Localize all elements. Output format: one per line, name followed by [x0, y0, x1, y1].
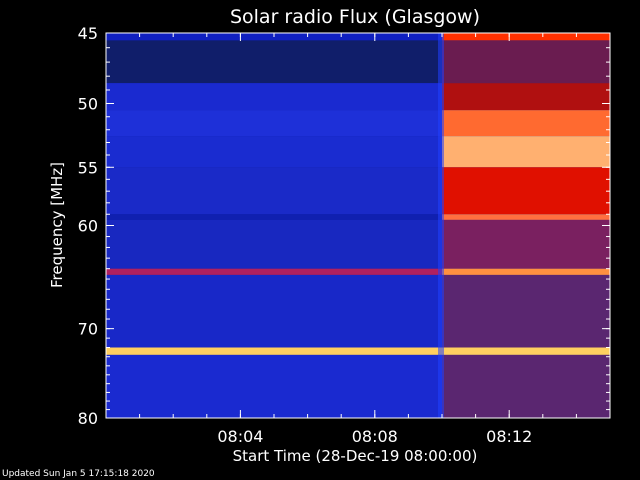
y-tick-label-0: 45	[78, 24, 98, 43]
band-before-3	[106, 110, 442, 137]
band-after-11	[442, 354, 610, 418]
burst-onset-edge	[438, 33, 444, 418]
band-before-6	[106, 214, 442, 220]
band-before-5	[106, 167, 442, 215]
x-tick-label-0: 08:04	[217, 427, 263, 446]
band-after-9	[442, 274, 610, 348]
band-before-7	[106, 219, 442, 269]
y-tick-label-4: 70	[78, 320, 98, 339]
axes: 45 50 55 60 70 80 08:04 08:08 08:12	[78, 24, 611, 446]
y-axis-label: Frequency [MHz]	[48, 162, 66, 288]
x-tick-label-1: 08:08	[352, 427, 398, 446]
band-after-10	[442, 347, 610, 355]
band-after-1	[442, 40, 610, 84]
band-after-8	[442, 268, 610, 275]
band-before-11	[106, 354, 442, 418]
band-after-4	[442, 136, 610, 168]
x-axis-label: Start Time (28-Dec-19 08:00:00)	[233, 447, 478, 465]
band-after-5	[442, 167, 610, 215]
band-after-2	[442, 83, 610, 111]
y-tick-label-2: 55	[78, 158, 98, 177]
band-after-6	[442, 214, 610, 220]
band-before-10	[106, 347, 442, 355]
x-tick-label-2: 08:12	[486, 427, 532, 446]
band-before-8	[106, 268, 442, 275]
band-before-2	[106, 83, 442, 111]
band-after-7	[442, 219, 610, 269]
y-tick-label-5: 80	[78, 409, 98, 428]
band-before-4	[106, 136, 442, 168]
y-tick-label-1: 50	[78, 95, 98, 114]
band-after-0	[442, 33, 610, 41]
chart-title: Solar radio Flux (Glasgow)	[230, 6, 480, 28]
band-after-3	[442, 110, 610, 137]
spectrogram-plot-area	[106, 33, 610, 418]
band-before-9	[106, 274, 442, 348]
y-tick-label-3: 60	[78, 217, 98, 236]
band-before-1	[106, 40, 442, 84]
updated-timestamp: Updated Sun Jan 5 17:15:18 2020	[2, 469, 155, 479]
